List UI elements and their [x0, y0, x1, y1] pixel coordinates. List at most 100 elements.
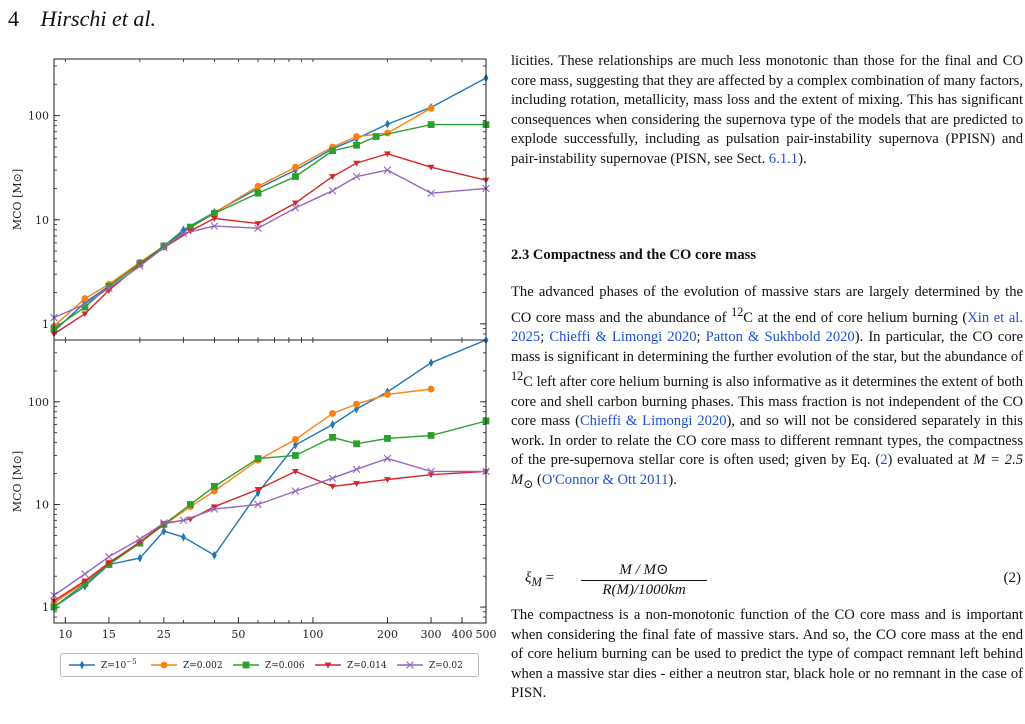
data-point: [353, 440, 360, 448]
data-point: [254, 487, 262, 493]
cite-chieffi-2[interactable]: Chieffi & Limongi 2020: [579, 413, 727, 430]
data-point: [353, 141, 360, 149]
data-point: [329, 174, 336, 180]
series-line: [53, 457, 486, 596]
data-point: [383, 454, 392, 463]
data-point-b: [179, 516, 188, 525]
series-Z=0.006: [50, 417, 490, 611]
para-2-mass: M = 2.5 M: [511, 452, 1024, 489]
data-point-b: [160, 243, 168, 252]
data-point: [372, 133, 380, 140]
para-2-g: ), and so will not be considered separat…: [511, 413, 1023, 469]
data-point-b: [136, 262, 144, 270]
data-point: [160, 243, 168, 252]
data-point: [292, 452, 299, 459]
sect-link[interactable]: 6.1.1: [768, 150, 799, 167]
data-point: [81, 578, 89, 585]
cite-xin[interactable]: Xin et al. 2025: [511, 309, 1023, 346]
data-point: [137, 553, 143, 563]
legend-entry: Z=10−5: [69, 658, 137, 671]
data-point: [105, 560, 113, 567]
series-Z=0.02: [50, 454, 490, 600]
data-point: [427, 121, 435, 129]
running-head-authors: Hirschi et al.: [40, 6, 157, 31]
cite-patton[interactable]: Patton & Sukhbold 2020: [705, 329, 855, 346]
y-tick-label: 1: [42, 601, 49, 614]
data-point: [254, 500, 262, 509]
data-point: [384, 435, 391, 442]
data-point: [212, 550, 217, 560]
para-2-b: C at the end of core helium burning (: [743, 309, 968, 326]
x-tick-label: 400: [452, 628, 473, 640]
plot-frame: [53, 339, 487, 624]
data-point: [353, 400, 360, 408]
data-point-b: [291, 204, 300, 212]
data-point: [254, 221, 262, 227]
legend-label: Z=0.006: [265, 661, 305, 671]
y-tick-label: 100: [28, 396, 49, 409]
series-line: [53, 153, 487, 335]
chart-panel-top: 1 10 100 MCO [M⊙]: [11, 58, 490, 341]
data-point-b: [383, 454, 392, 463]
page-number: 4: [8, 6, 19, 31]
legend-entry: Z=0.02: [397, 661, 463, 671]
data-point: [254, 189, 262, 197]
equation-2: ξM = M / M⊙ R(M)/1000km (2): [511, 560, 1023, 600]
eq-link[interactable]: 2: [880, 452, 888, 469]
data-point: [254, 182, 262, 190]
y-tick-label: 100: [28, 110, 49, 123]
data-point-b: [105, 284, 113, 293]
data-point-b: [254, 500, 262, 509]
data-point-b: [136, 535, 144, 543]
data-point-b: [383, 166, 392, 174]
data-point: [81, 300, 89, 308]
series-line: [53, 169, 487, 319]
eq-lhs: ξM =: [525, 570, 554, 590]
para-3-text: The compactness is a non-monotonic funct…: [511, 607, 1023, 702]
series-line: [53, 123, 486, 330]
data-point: [427, 164, 435, 171]
legend-superscript: −5: [126, 658, 136, 666]
legend-entry: Z=0.014: [315, 661, 387, 671]
data-point: [292, 173, 299, 180]
data-point: [160, 519, 168, 527]
page-header: 4 Hirschi et al.: [8, 6, 156, 32]
data-point-b: [160, 519, 168, 527]
data-point: [385, 119, 390, 129]
figure-co-core-mass: 1 10 100 MCO [M⊙] 1 10 100 MCO [M⊙] 10 15 25 50 100 2…: [11, 58, 497, 640]
series-Z=10^-5: [51, 335, 489, 612]
data-point: [81, 311, 89, 318]
cite-oconnor[interactable]: O'Connor & Ott 2011: [541, 472, 669, 489]
cite-chieffi[interactable]: Chieffi & Limongi 2020: [549, 329, 697, 346]
data-point: [328, 474, 337, 483]
series-Z=0.02: [50, 166, 490, 322]
data-point: [211, 216, 218, 222]
x-tick-label: 200: [377, 628, 398, 640]
data-point: [187, 223, 194, 231]
data-point: [291, 204, 300, 212]
data-point-b: [427, 467, 435, 476]
data-point: [427, 432, 435, 439]
data-point: [384, 391, 391, 398]
para-2-d: ;: [696, 329, 706, 346]
eq-xi: ξ: [525, 570, 532, 586]
data-point: [179, 229, 188, 238]
para-2-k: ).: [668, 472, 677, 489]
data-point: [353, 133, 360, 140]
data-point: [136, 535, 144, 543]
data-point: [353, 481, 360, 487]
data-point: [210, 222, 219, 230]
data-point: [105, 282, 113, 290]
data-point: [210, 505, 219, 513]
data-point: [254, 455, 262, 462]
x-tick-label: 15: [102, 628, 116, 640]
text-para-3: The compactness is a non-monotonic funct…: [511, 606, 1023, 704]
data-point: [427, 189, 435, 197]
data-point: [211, 210, 218, 217]
series-line: [53, 470, 487, 602]
legend-label: Z=0.002: [183, 661, 223, 671]
data-point: [352, 172, 361, 181]
x-tick-label: 10: [58, 628, 72, 640]
data-point-b: [81, 570, 89, 578]
data-point: [187, 501, 194, 508]
